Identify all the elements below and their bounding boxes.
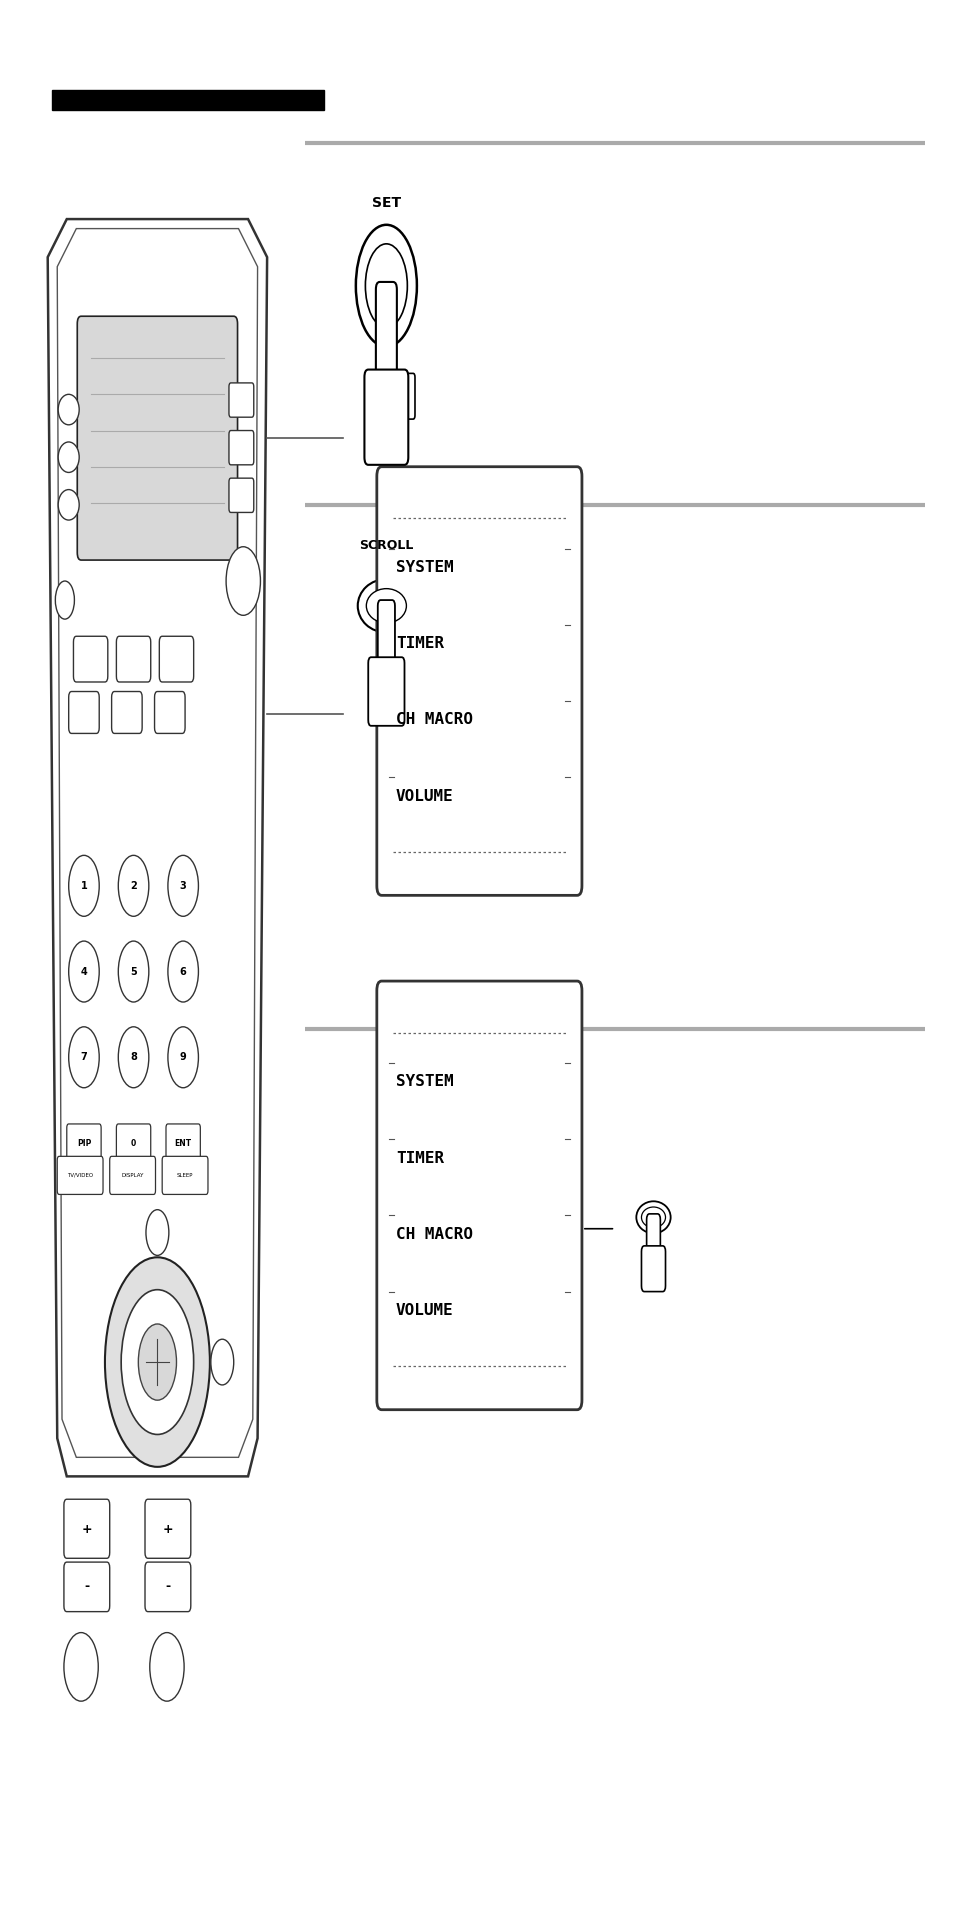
Text: 4: 4 <box>80 966 88 977</box>
Text: 6: 6 <box>179 966 187 977</box>
Circle shape <box>146 1210 169 1255</box>
Text: VOLUME: VOLUME <box>395 1303 454 1318</box>
FancyBboxPatch shape <box>162 1156 208 1194</box>
Circle shape <box>64 1633 98 1701</box>
FancyBboxPatch shape <box>368 657 404 726</box>
Text: TV/VIDEO: TV/VIDEO <box>67 1173 93 1177</box>
Text: SYSTEM: SYSTEM <box>395 1074 454 1090</box>
Circle shape <box>118 941 149 1002</box>
Circle shape <box>138 1324 176 1400</box>
Ellipse shape <box>58 442 79 472</box>
FancyBboxPatch shape <box>145 1499 191 1558</box>
FancyBboxPatch shape <box>116 636 151 682</box>
Ellipse shape <box>636 1202 670 1233</box>
FancyBboxPatch shape <box>112 692 142 733</box>
FancyBboxPatch shape <box>364 370 408 465</box>
FancyBboxPatch shape <box>646 1213 659 1259</box>
Circle shape <box>365 244 407 328</box>
Text: 3: 3 <box>179 880 187 892</box>
FancyBboxPatch shape <box>229 383 253 417</box>
Circle shape <box>105 1257 210 1467</box>
Text: 9: 9 <box>179 1052 187 1063</box>
FancyBboxPatch shape <box>145 1562 191 1612</box>
Circle shape <box>69 941 99 1002</box>
Polygon shape <box>48 219 267 1476</box>
Text: CH MACRO: CH MACRO <box>395 712 473 728</box>
Ellipse shape <box>357 579 415 632</box>
Ellipse shape <box>58 490 79 520</box>
FancyBboxPatch shape <box>64 1562 110 1612</box>
FancyBboxPatch shape <box>64 1499 110 1558</box>
FancyBboxPatch shape <box>77 316 237 560</box>
Text: 0: 0 <box>131 1139 136 1147</box>
Text: PIP: PIP <box>76 1139 91 1147</box>
Text: VOLUME: VOLUME <box>395 789 454 804</box>
FancyBboxPatch shape <box>154 692 185 733</box>
Text: TIMER: TIMER <box>395 1151 443 1166</box>
Text: ENT: ENT <box>174 1139 192 1147</box>
FancyBboxPatch shape <box>377 600 395 672</box>
Circle shape <box>69 1027 99 1088</box>
Text: 5: 5 <box>130 966 137 977</box>
Text: SLEEP: SLEEP <box>176 1173 193 1177</box>
Text: SYSTEM: SYSTEM <box>395 560 454 575</box>
FancyBboxPatch shape <box>398 373 415 419</box>
Text: +: + <box>81 1524 92 1535</box>
Text: CH MACRO: CH MACRO <box>395 1227 473 1242</box>
FancyBboxPatch shape <box>69 692 99 733</box>
FancyBboxPatch shape <box>116 1124 151 1166</box>
Circle shape <box>168 855 198 916</box>
Text: -: - <box>84 1581 90 1593</box>
Ellipse shape <box>640 1208 665 1227</box>
FancyBboxPatch shape <box>67 1124 101 1166</box>
FancyBboxPatch shape <box>229 478 253 512</box>
FancyBboxPatch shape <box>376 981 581 1410</box>
FancyBboxPatch shape <box>57 1156 103 1194</box>
FancyBboxPatch shape <box>73 636 108 682</box>
Circle shape <box>121 1290 193 1434</box>
FancyBboxPatch shape <box>376 467 581 895</box>
Text: 7: 7 <box>80 1052 88 1063</box>
FancyBboxPatch shape <box>640 1246 665 1292</box>
Circle shape <box>118 1027 149 1088</box>
Text: 2: 2 <box>130 880 137 892</box>
FancyBboxPatch shape <box>229 431 253 465</box>
Ellipse shape <box>366 589 406 623</box>
Text: 1: 1 <box>80 880 88 892</box>
Circle shape <box>55 581 74 619</box>
Circle shape <box>168 941 198 1002</box>
Circle shape <box>150 1633 184 1701</box>
FancyBboxPatch shape <box>110 1156 155 1194</box>
Text: -: - <box>165 1581 171 1593</box>
Text: 8: 8 <box>130 1052 137 1063</box>
FancyBboxPatch shape <box>159 636 193 682</box>
Circle shape <box>69 855 99 916</box>
Circle shape <box>118 855 149 916</box>
Ellipse shape <box>58 394 79 425</box>
FancyBboxPatch shape <box>375 282 396 389</box>
Circle shape <box>355 225 416 347</box>
Text: DISPLAY: DISPLAY <box>121 1173 144 1177</box>
Bar <box>52 90 324 110</box>
Text: SCROLL: SCROLL <box>359 539 413 552</box>
Circle shape <box>211 1339 233 1385</box>
FancyBboxPatch shape <box>166 1124 200 1166</box>
Text: SET: SET <box>372 196 400 210</box>
Circle shape <box>226 547 260 615</box>
Text: TIMER: TIMER <box>395 636 443 652</box>
Text: +: + <box>162 1524 173 1535</box>
Circle shape <box>168 1027 198 1088</box>
